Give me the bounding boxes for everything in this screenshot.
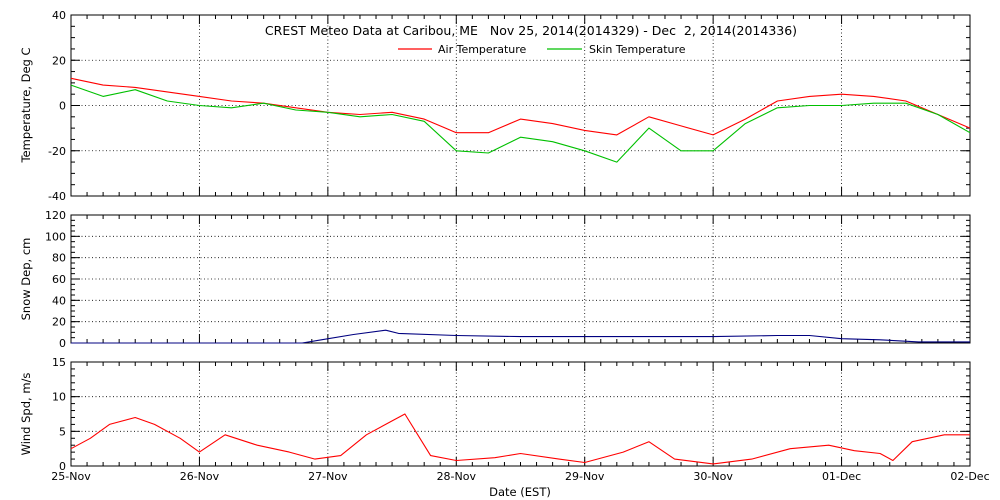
legend-air-temperature-label: Air Temperature: [438, 43, 527, 56]
y-tick-label: -20: [48, 145, 66, 158]
legend-skin-temperature-label: Skin Temperature: [589, 43, 686, 56]
y-tick-label: 5: [59, 425, 66, 438]
snow-depth-panel-frame: [70, 214, 971, 344]
y-tick-label: 80: [52, 252, 66, 265]
y-tick-label: -40: [48, 190, 66, 203]
y-tick-label: 120: [45, 209, 66, 222]
y-tick-label: 0: [59, 337, 66, 350]
wind-speed-panel-frame: [70, 361, 971, 467]
x-tick-label: 30-Nov: [693, 470, 733, 483]
x-axis-label: Date (EST): [489, 485, 551, 499]
y-tick-label: 10: [52, 391, 66, 404]
y-tick-label: 0: [59, 100, 66, 113]
panel-3-series-line: [70, 413, 970, 465]
y-tick-label: 60: [52, 273, 66, 286]
temperature-y-axis-label: Temperature, Deg C: [19, 47, 33, 163]
wind-speed-y-axis-label: Wind Spd, m/s: [19, 373, 33, 456]
air-temperature-line: [70, 77, 971, 136]
y-tick-label: 40: [52, 294, 66, 307]
x-tick-label: 01-Dec: [822, 470, 861, 483]
y-tick-label: 20: [52, 54, 66, 67]
x-tick-label: 27-Nov: [308, 470, 348, 483]
snow-depth-y-axis-label: Snow Dep, cm: [19, 238, 33, 321]
chart-title: CREST Meteo Data at Caribou, ME Nov 25, …: [265, 23, 797, 38]
panel-2-series-line: [71, 329, 970, 344]
x-tick-label: 26-Nov: [180, 470, 220, 483]
y-tick-label: 40: [52, 9, 66, 22]
y-tick-label: 100: [45, 230, 66, 243]
x-tick-label: 25-Nov: [51, 470, 91, 483]
skin-temperature-line: [70, 84, 971, 163]
x-tick-label: 02-Dec: [950, 470, 989, 483]
y-tick-label: 0: [59, 460, 66, 473]
y-tick-label: 15: [52, 356, 66, 369]
y-tick-label: 20: [52, 316, 66, 329]
x-tick-label: 28-Nov: [437, 470, 477, 483]
x-tick-label: 29-Nov: [565, 470, 605, 483]
